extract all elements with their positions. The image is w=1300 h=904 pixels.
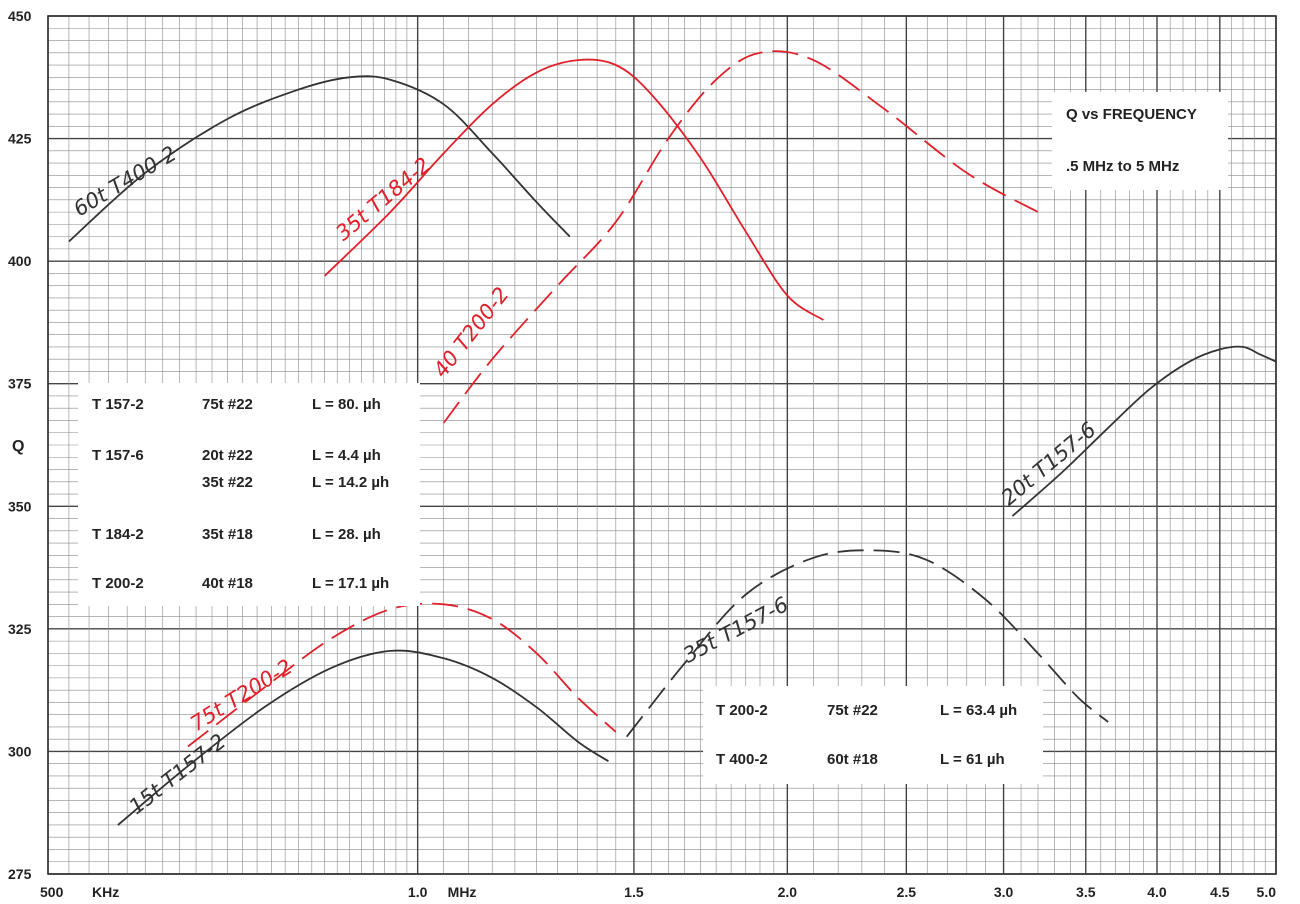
x-unit-label: KHz [92,884,119,900]
legend-core: T 200-2 [716,702,768,719]
y-tick-label: 450 [8,8,32,24]
y-tick-label: 400 [8,253,32,269]
x-tick-label: 500 [40,884,64,900]
winding-legend-left: T 157-2 75t #22 L = 80. µh T 157-6 20t #… [78,383,420,606]
series-line [1011,345,1277,517]
curves [68,50,1277,826]
curve-label: 35t T157-6 [679,592,792,667]
series-line [442,50,1039,424]
x-tick-label: 4.5 [1210,884,1230,900]
y-tick-label: 275 [8,866,32,882]
legend-inductance: L = 63.4 µh [940,702,1018,719]
legend-core: T 184-2 [92,526,144,543]
x-tick-label: 2.0 [778,884,798,900]
legend-inductance: L = 14.2 µh [312,474,390,491]
x-unit-label: MHz [448,884,477,900]
legend-inductance: L = 28. µh [312,526,381,543]
legend-core: T 400-2 [716,751,768,768]
y-tick-label: 425 [8,131,32,147]
legend-inductance: L = 17.1 µh [312,575,390,592]
curve-label: 40 T200-2 [429,283,514,382]
x-tick-label: 1.0 [408,884,428,900]
x-tick-label: 5.0 [1257,884,1277,900]
legend-turns: 35t #22 [202,474,253,491]
plot-frame [47,15,1277,875]
curve-label: 35t T184-2 [331,153,435,246]
legend-inductance: L = 80. µh [312,396,381,413]
series-line [117,649,609,826]
legend-inductance: L = 4.4 µh [312,447,381,464]
series-line [187,602,617,748]
curve-label: 60t T400-2 [69,141,180,221]
series-line [324,58,824,321]
legend-core: T 157-6 [92,447,144,464]
legend-turns: 75t #22 [827,702,878,719]
legend-turns: 75t #22 [202,396,253,413]
curve-label: 20t T157-6 [997,418,1101,511]
curve-label: 15t T157-2 [125,729,231,819]
legend-turns: 35t #18 [202,526,253,543]
chart-subtitle: .5 MHz to 5 MHz [1066,158,1180,175]
legend-turns: 40t #18 [202,575,253,592]
legend-turns: 60t #18 [827,751,878,768]
winding-legend-right: T 200-2 75t #22 L = 63.4 µh T 400-2 60t … [703,686,1043,784]
y-axis-label: Q [12,438,24,455]
y-tick-label: 325 [8,621,32,637]
legend-turns: 20t #22 [202,447,253,464]
legend-inductance: L = 61 µh [940,751,1005,768]
y-axis: 275 300 325 350 375 400 425 450 [8,8,32,882]
chart-title: Q vs FREQUENCY [1066,106,1197,123]
title-box: Q vs FREQUENCY .5 MHz to 5 MHz [1052,92,1228,190]
series-line [625,549,1109,738]
legend-core: T 157-2 [92,396,144,413]
x-tick-label: 1.5 [624,884,644,900]
x-tick-label: 2.5 [897,884,917,900]
x-axis: 500 1.0 1.5 2.0 2.5 3.0 3.5 4.0 4.5 5.0 KHz MHz [40,884,1276,900]
y-tick-label: 375 [8,376,32,392]
x-tick-label: 3.0 [994,884,1014,900]
series-line [68,75,571,243]
y-tick-label: 300 [8,743,32,759]
x-tick-label: 3.5 [1076,884,1096,900]
legend-core: T 200-2 [92,575,144,592]
y-tick-label: 350 [8,498,32,514]
x-tick-label: 4.0 [1147,884,1167,900]
